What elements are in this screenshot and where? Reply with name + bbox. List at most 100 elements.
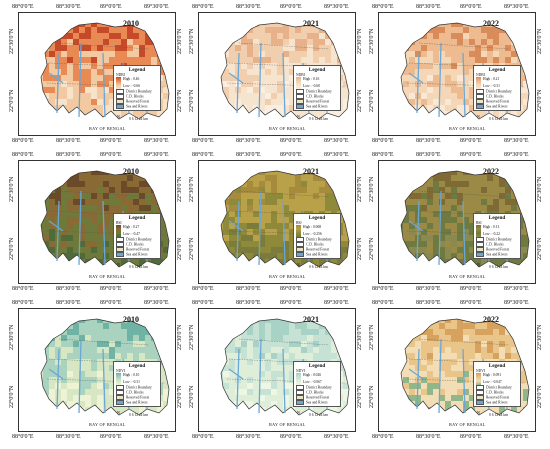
raster-cell: [163, 93, 169, 99]
raster-cell: [409, 247, 415, 253]
raster-cell: [427, 99, 433, 105]
raster-cell: [529, 223, 535, 229]
raster-cell: [139, 39, 145, 45]
raster-cell: [157, 39, 163, 45]
raster-cell: [337, 45, 343, 51]
map-legend: Legend BSI High : 0.068 Low : -0.256 Distric…: [293, 213, 341, 260]
raster-cell: [169, 169, 175, 175]
raster-cell: [307, 187, 313, 193]
raster-cell: [481, 27, 487, 33]
raster-cell: [343, 27, 349, 33]
raster-cell: [433, 27, 439, 33]
raster-cell: [487, 205, 493, 211]
raster-cell: [493, 347, 499, 353]
raster-cell: [427, 51, 433, 57]
raster-cell: [79, 181, 85, 187]
raster-cell: [415, 401, 421, 407]
legend-item-label: Reserved Forest: [486, 247, 510, 252]
raster-cell: [487, 187, 493, 193]
raster-cell: [235, 181, 241, 187]
raster-cell: [271, 199, 277, 205]
raster-cell: [289, 371, 295, 377]
legend-title: Legend: [128, 363, 146, 369]
raster-cell: [307, 199, 313, 205]
legend-item-label: District Boundary: [126, 89, 152, 94]
raster-cell: [253, 341, 259, 347]
raster-cell: [409, 359, 415, 365]
raster-cell: [241, 217, 247, 223]
raster-cell: [283, 57, 289, 63]
raster-cell: [481, 33, 487, 39]
raster-cell: [463, 329, 469, 335]
raster-cell: [529, 193, 535, 199]
raster-cell: [265, 353, 271, 359]
latitude-tick-label: 22°30'0"N: [189, 176, 195, 202]
raster-cell: [55, 33, 61, 39]
raster-cell: [259, 175, 265, 181]
raster-cell: [277, 377, 283, 383]
longitude-tick-label: 88°0'0"E: [372, 434, 394, 440]
legend-high-value: High : 0.10: [123, 373, 140, 378]
raster-cell: [247, 51, 253, 57]
raster-cell: [487, 39, 493, 45]
raster-cell: [253, 211, 259, 217]
raster-cell: [79, 45, 85, 51]
raster-cell: [85, 193, 91, 199]
legend-item: Sea and Rivers: [296, 104, 338, 110]
raster-cell: [451, 193, 457, 199]
raster-cell: [109, 335, 115, 341]
raster-cell: [221, 63, 223, 69]
raster-cell: [325, 335, 331, 341]
raster-cell: [493, 175, 499, 181]
raster-cell: [283, 193, 289, 199]
raster-cell: [487, 27, 493, 33]
raster-cell: [403, 229, 409, 235]
raster-cell: [247, 23, 253, 27]
raster-cell: [229, 241, 235, 247]
north-arrow-icon: N: [117, 262, 120, 267]
raster-cell: [61, 93, 67, 99]
raster-cell: [265, 341, 271, 347]
raster-cell: [247, 329, 253, 335]
sea-label: BAY OF BENGAL: [449, 126, 486, 131]
raster-cell: [457, 241, 463, 247]
raster-cell: [55, 319, 61, 323]
block-boundary: [58, 42, 150, 50]
raster-cell: [97, 211, 103, 217]
raster-cell: [43, 171, 49, 175]
raster-cell: [457, 377, 463, 383]
raster-cell: [265, 247, 271, 253]
raster-cell: [283, 365, 289, 371]
raster-cell: [307, 27, 313, 33]
raster-cell: [49, 93, 55, 99]
raster-cell: [313, 181, 319, 187]
raster-cell: [307, 57, 313, 63]
raster-cell: [427, 193, 433, 199]
raster-cell: [91, 99, 97, 105]
legend-high-value: High : 0.21: [483, 77, 500, 82]
raster-cell: [67, 253, 73, 259]
raster-cell: [229, 57, 235, 63]
raster-cell: [157, 323, 163, 329]
raster-cell: [295, 329, 301, 335]
raster-cell: [409, 69, 415, 75]
raster-cell: [319, 171, 325, 175]
raster-cell: [43, 323, 49, 329]
raster-cell: [229, 359, 235, 365]
longitude-tick-label: 89°30'0"E: [144, 152, 169, 158]
raster-cell: [487, 329, 493, 335]
raster-cell: [259, 69, 265, 75]
raster-cell: [163, 199, 169, 205]
raster-cell: [511, 323, 517, 329]
raster-cell: [457, 69, 463, 75]
raster-cell: [463, 111, 469, 117]
raster-cell: [283, 75, 289, 81]
raster-cell: [43, 69, 49, 75]
raster-cell: [517, 187, 523, 193]
raster-cell: [283, 33, 289, 39]
legend-swatch: [116, 395, 124, 401]
sea-label: BAY OF BENGAL: [269, 422, 306, 427]
raster-cell: [151, 23, 157, 27]
raster-cell: [421, 93, 427, 99]
raster-cell: [91, 335, 97, 341]
